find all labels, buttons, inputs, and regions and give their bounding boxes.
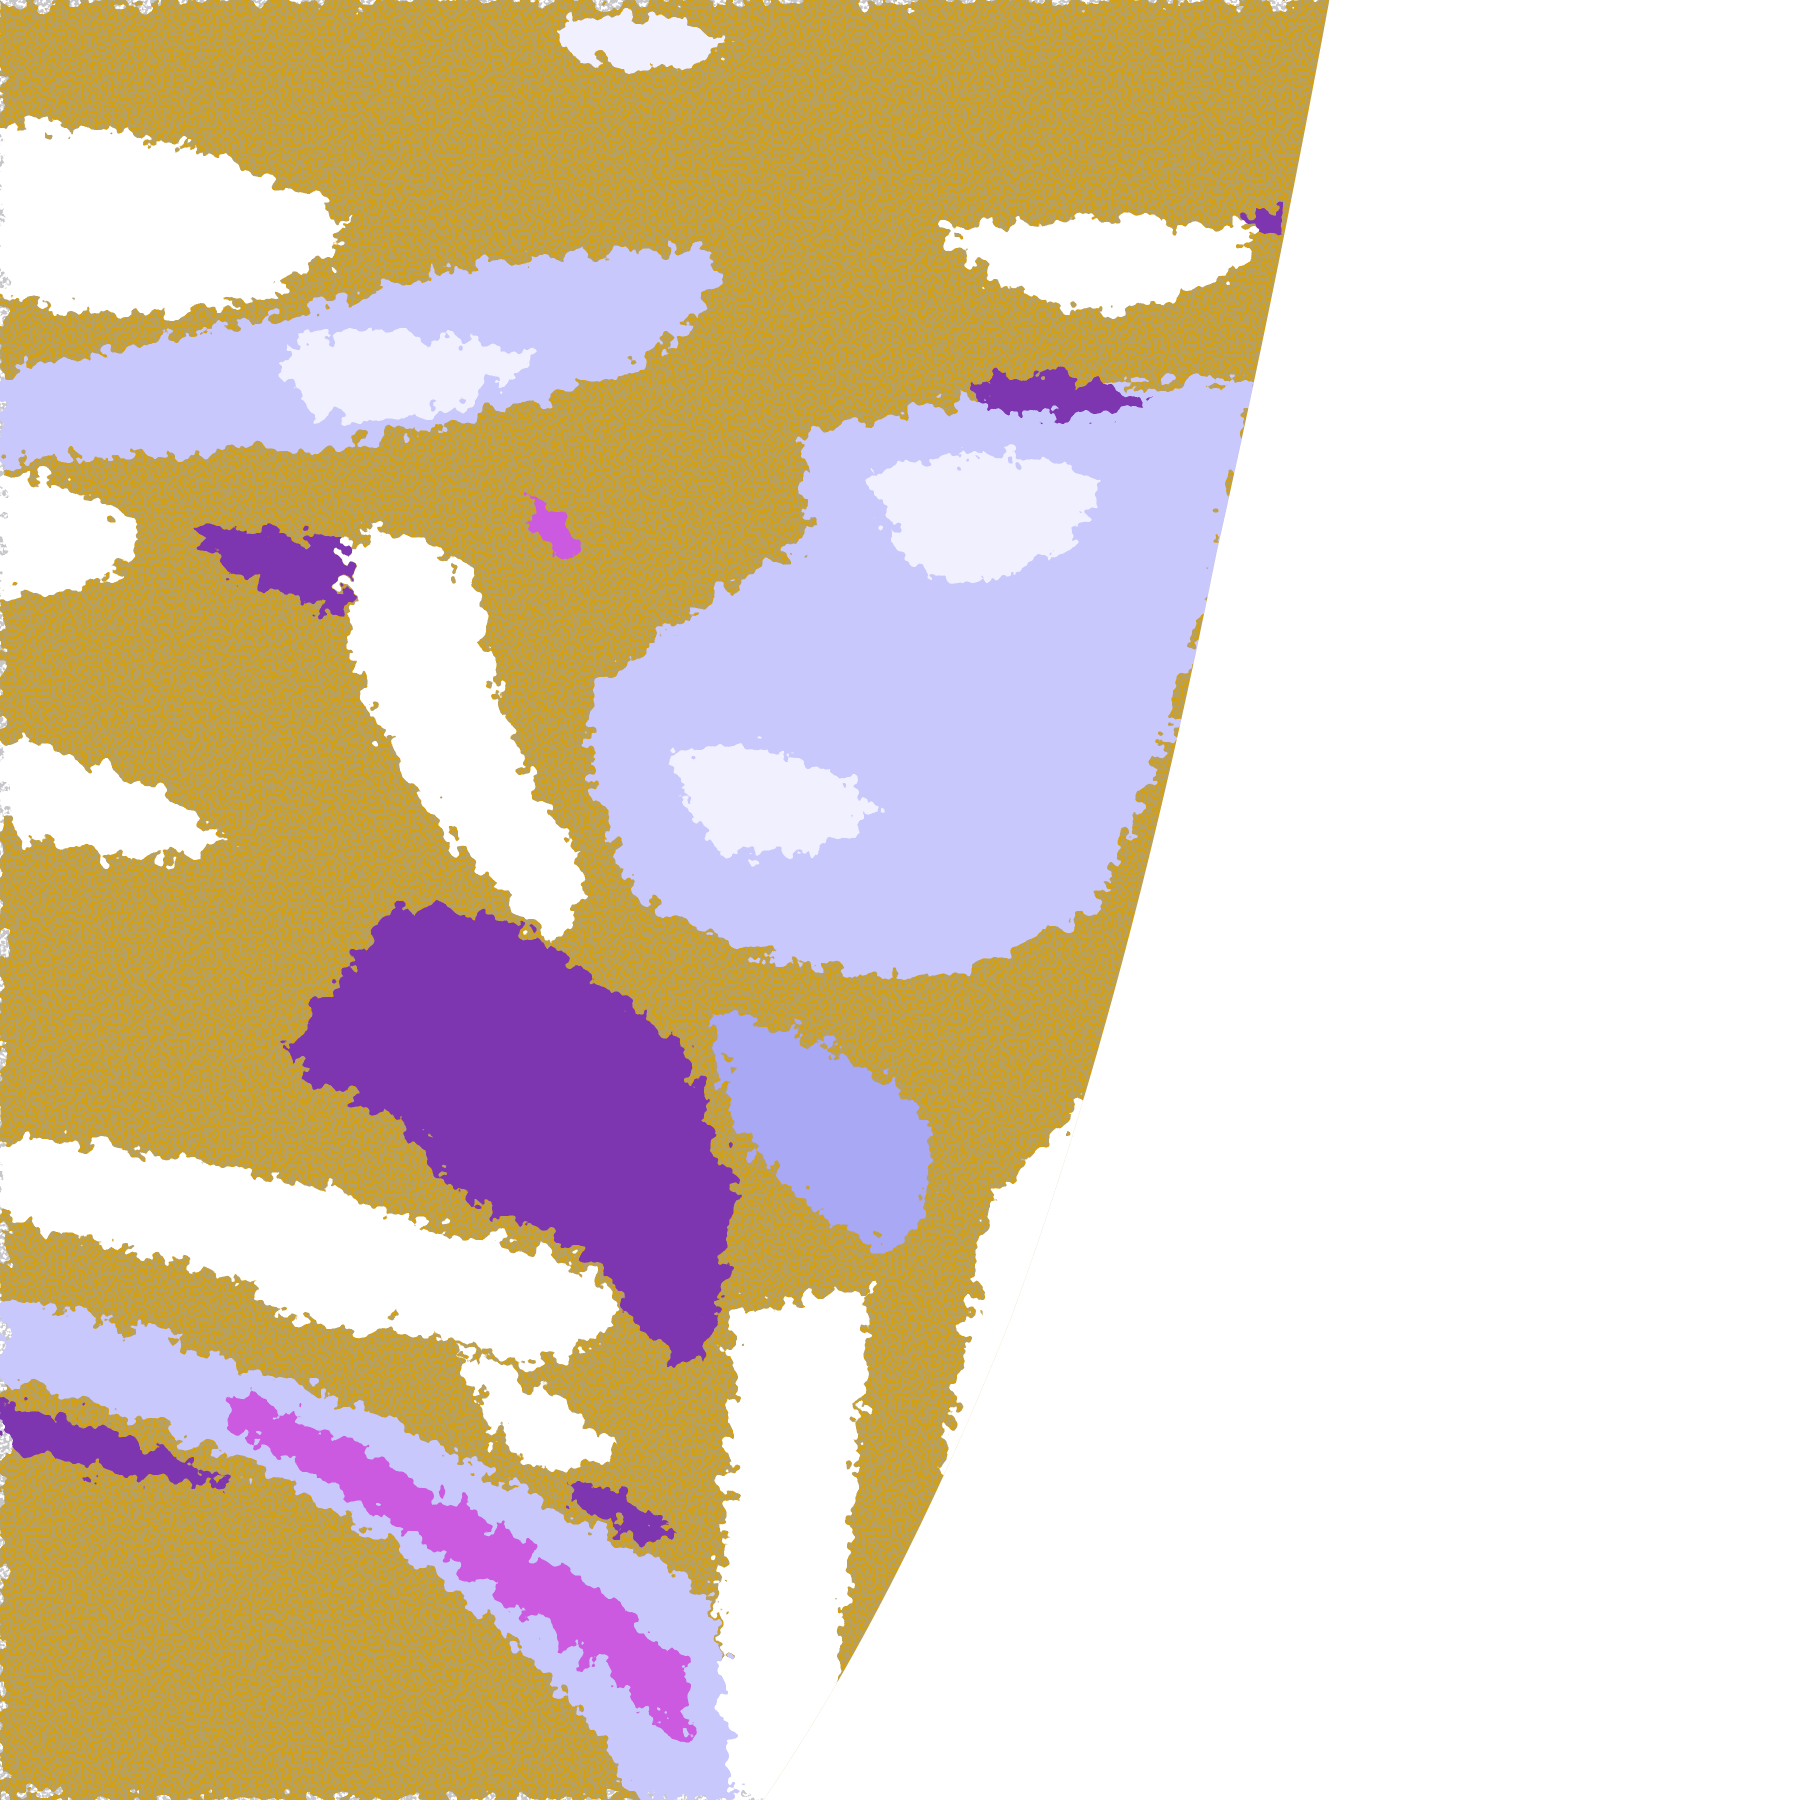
purple-south: [0, 1400, 230, 1484]
cloud-east-core-2: [665, 747, 873, 856]
cloud-band-south: [0, 1297, 735, 1800]
purple-layer: [0, 206, 1286, 1539]
purple-northeast: [1251, 206, 1286, 242]
magenta-layer: [229, 493, 689, 1745]
cloud-layer: [0, 15, 1252, 1800]
cloud-southeast: [711, 1010, 932, 1252]
purple-south-2: [573, 1480, 678, 1539]
purple-west-blob: [195, 528, 345, 620]
cloud-north-small: [562, 15, 735, 67]
purple-main-blob: [286, 905, 735, 1367]
purple-band: [975, 375, 1148, 418]
cloud-east-core: [872, 455, 1103, 586]
cloud-core-north: [285, 335, 529, 425]
